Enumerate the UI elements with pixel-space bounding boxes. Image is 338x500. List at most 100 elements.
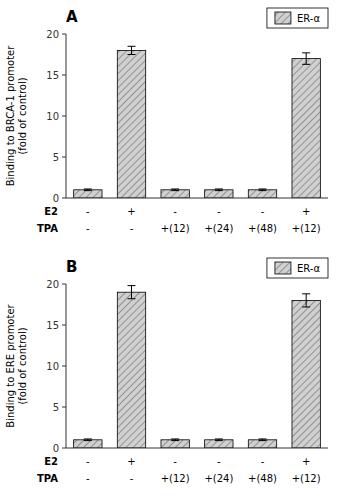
y-tick (62, 407, 66, 408)
x-axis-line (66, 198, 328, 199)
y-tick (62, 34, 66, 35)
category-label: - (173, 206, 177, 217)
y-tick-label: 15 (46, 70, 59, 81)
bar-hatch (117, 50, 145, 198)
error-bar (259, 439, 267, 441)
row-label: E2 (44, 206, 58, 217)
bar-hatch (292, 59, 320, 198)
category-label: + (127, 206, 135, 217)
bar-hatch (161, 190, 189, 198)
bar-hatch (205, 440, 233, 448)
category-label: - (261, 206, 265, 217)
category-label: + (302, 456, 310, 467)
category-label: +(12) (161, 223, 190, 234)
chart: A05101520Binding to BRCA-1 promoter(fold… (0, 0, 338, 500)
category-label: + (127, 456, 135, 467)
y-tick (62, 448, 66, 449)
bar (117, 292, 145, 448)
y-axis-label: Binding to BRCA-1 promoter(fold of contr… (5, 45, 28, 187)
y-tick-label: 10 (46, 111, 59, 122)
error-bar (171, 439, 179, 441)
bar (292, 300, 320, 448)
y-tick-label: 5 (53, 152, 59, 163)
y-tick (62, 157, 66, 158)
error-bar (302, 53, 310, 64)
y-axis-line (66, 284, 67, 448)
y-tick (62, 366, 66, 367)
error-bar (84, 189, 92, 191)
category-label: +(48) (248, 473, 277, 484)
error-bar (215, 189, 223, 191)
y-tick-label: 20 (46, 279, 59, 290)
bar (248, 440, 276, 448)
y-tick-label: 15 (46, 320, 59, 331)
error-bar (259, 189, 267, 191)
y-axis-label-line: Binding to BRCA-1 promoter (5, 45, 16, 187)
category-label: - (86, 206, 90, 217)
error-bar (84, 439, 92, 441)
bar (205, 440, 233, 448)
legend: ER-α (267, 8, 328, 28)
legend-swatch (275, 12, 291, 24)
legend: ER-α (267, 258, 328, 278)
x-axis-line (66, 448, 328, 449)
y-tick-label: 10 (46, 361, 59, 372)
bar-hatch (205, 190, 233, 198)
legend-swatch-hatch (275, 12, 291, 24)
y-tick (62, 75, 66, 76)
category-label: - (130, 473, 134, 484)
plot-area (74, 286, 321, 448)
category-label: - (86, 456, 90, 467)
bar (74, 190, 102, 198)
bar-hatch (292, 300, 320, 448)
bar-hatch (248, 190, 276, 198)
category-label: +(48) (248, 223, 277, 234)
bar (161, 190, 189, 198)
y-tick-label: 0 (53, 443, 59, 454)
panel-label: B (66, 258, 77, 276)
category-label: +(12) (292, 223, 321, 234)
row-label: TPA (37, 223, 58, 234)
category-label: +(24) (204, 223, 233, 234)
legend-label: ER-α (297, 13, 320, 24)
bar-hatch (117, 292, 145, 448)
category-label: - (173, 456, 177, 467)
bar (248, 190, 276, 198)
category-label: +(12) (161, 473, 190, 484)
bar-hatch (161, 440, 189, 448)
y-tick (62, 325, 66, 326)
category-label: - (261, 456, 265, 467)
error-bar (171, 189, 179, 191)
legend-swatch (275, 262, 291, 274)
panel-label: A (66, 8, 78, 26)
y-axis-label-line: Binding to ERE promoter (5, 303, 16, 427)
panel: A05101520Binding to BRCA-1 promoter(fold… (5, 8, 328, 234)
y-axis-line (66, 34, 67, 198)
error-bar (128, 46, 136, 54)
category-label: - (217, 206, 221, 217)
y-tick-label: 0 (53, 193, 59, 204)
y-tick (62, 198, 66, 199)
category-label: - (217, 456, 221, 467)
bar-hatch (74, 190, 102, 198)
bar-hatch (74, 440, 102, 448)
y-axis-label-line: (fold of control) (17, 77, 28, 154)
y-axis-label-line: (fold of control) (17, 327, 28, 404)
y-tick-label: 5 (53, 402, 59, 413)
bar (74, 440, 102, 448)
category-label: - (130, 223, 134, 234)
bar (161, 440, 189, 448)
row-label: E2 (44, 456, 58, 467)
category-label: - (86, 223, 90, 234)
plot-area (74, 46, 321, 198)
legend-label: ER-α (297, 263, 320, 274)
category-label: +(24) (204, 473, 233, 484)
error-bar (215, 439, 223, 441)
legend-swatch-hatch (275, 262, 291, 274)
error-bar (128, 286, 136, 299)
y-axis-label: Binding to ERE promoter(fold of control) (5, 303, 28, 427)
y-tick (62, 116, 66, 117)
category-label: - (86, 473, 90, 484)
error-bar (302, 294, 310, 307)
bar (205, 190, 233, 198)
